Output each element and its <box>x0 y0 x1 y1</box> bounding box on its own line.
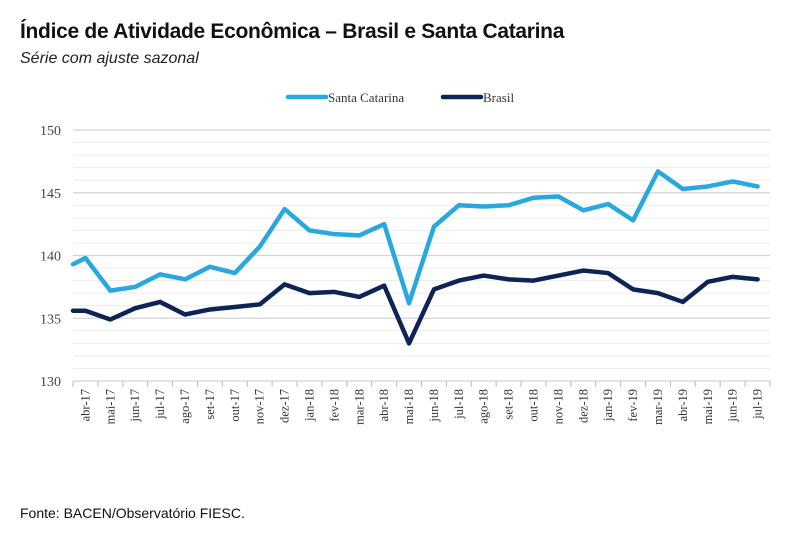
legend-label: Santa Catarina <box>328 90 404 105</box>
x-tick-label: abr-18 <box>377 389 391 421</box>
data-point <box>456 278 461 283</box>
data-point <box>257 302 262 307</box>
data-point <box>108 317 113 322</box>
y-tick-label: 130 <box>40 375 61 390</box>
chart-subtitle: Série com ajuste sazonal <box>20 50 199 67</box>
x-tick-label: dez-17 <box>278 389 292 423</box>
y-tick-label: 140 <box>40 250 61 265</box>
data-point <box>705 184 710 189</box>
data-point <box>531 195 536 200</box>
x-tick-label: ago-17 <box>178 389 192 424</box>
data-point <box>606 202 611 207</box>
data-point <box>631 287 636 292</box>
data-point <box>431 287 436 292</box>
data-point <box>581 208 586 213</box>
x-tick-label: abr-19 <box>676 389 690 421</box>
data-point <box>332 232 337 237</box>
x-tick-label: mai-17 <box>103 389 117 424</box>
x-tick-label: mar-19 <box>651 389 665 425</box>
x-tick-label: jun-19 <box>726 389 740 423</box>
data-point <box>232 271 237 276</box>
data-point <box>83 308 88 313</box>
y-tick-label: 135 <box>40 312 61 327</box>
x-tick-label: fev-18 <box>327 389 341 422</box>
source-note: Fonte: BACEN/Observatório FIESC. <box>20 505 245 521</box>
data-point <box>307 228 312 233</box>
data-point <box>407 341 412 346</box>
x-tick-label: mar-18 <box>352 389 366 425</box>
data-point <box>108 288 113 293</box>
data-point <box>606 271 611 276</box>
data-point <box>207 264 212 269</box>
x-tick-label: mai-19 <box>701 389 715 424</box>
x-tick-label: jun-17 <box>128 389 142 423</box>
x-tick-label: nov-17 <box>253 389 267 424</box>
data-point <box>232 304 237 309</box>
data-point <box>382 222 387 227</box>
data-point <box>133 284 138 289</box>
data-point <box>730 274 735 279</box>
y-tick-label: 150 <box>40 124 61 139</box>
data-point <box>382 283 387 288</box>
data-point <box>456 203 461 208</box>
data-point <box>680 186 685 191</box>
series-line-santa-catarina <box>70 169 760 306</box>
data-point <box>755 184 760 189</box>
y-tick-label: 145 <box>40 187 61 202</box>
x-tick-label: dez-18 <box>576 389 590 423</box>
data-point <box>407 301 412 306</box>
legend-label: Brasil <box>483 90 514 105</box>
data-point <box>506 203 511 208</box>
x-tick-label: abr-17 <box>78 389 92 421</box>
x-tick-label: ago-18 <box>477 389 491 424</box>
data-point <box>282 207 287 212</box>
x-tick-label: fev-19 <box>626 389 640 422</box>
data-point <box>506 277 511 282</box>
data-point <box>481 204 486 209</box>
x-tick-label: nov-18 <box>551 389 565 424</box>
x-tick-label: set-18 <box>502 389 516 420</box>
x-tick-label: jun-18 <box>427 389 441 423</box>
x-tick-label: mai-18 <box>402 389 416 424</box>
chart-title: Índice de Atividade Econômica – Brasil e… <box>20 20 565 43</box>
x-tick-label: jan-18 <box>302 389 316 422</box>
data-point <box>158 272 163 277</box>
x-tick-label: out-18 <box>527 389 541 422</box>
data-point <box>680 299 685 304</box>
x-tick-label: jul-17 <box>153 389 167 420</box>
data-point <box>307 291 312 296</box>
x-tick-label: out-17 <box>228 389 242 422</box>
data-point <box>183 312 188 317</box>
data-point <box>257 244 262 249</box>
data-point <box>655 169 660 174</box>
data-point <box>581 268 586 273</box>
data-point <box>183 277 188 282</box>
data-point <box>207 307 212 312</box>
data-point <box>705 279 710 284</box>
x-tick-label: jul-18 <box>452 389 466 420</box>
data-point <box>357 294 362 299</box>
data-point <box>655 291 660 296</box>
data-point <box>332 289 337 294</box>
x-tick-label: set-17 <box>203 389 217 420</box>
data-point <box>158 299 163 304</box>
data-point <box>133 306 138 311</box>
data-point <box>481 273 486 278</box>
data-point <box>755 277 760 282</box>
x-tick-label: jan-19 <box>601 389 615 422</box>
data-point <box>531 278 536 283</box>
data-point <box>556 273 561 278</box>
data-point <box>83 256 88 261</box>
data-point <box>357 233 362 238</box>
data-point <box>730 179 735 184</box>
data-point <box>556 194 561 199</box>
data-point <box>431 224 436 229</box>
x-tick-label: jul-19 <box>751 389 765 420</box>
data-point <box>282 282 287 287</box>
data-point <box>631 218 636 223</box>
